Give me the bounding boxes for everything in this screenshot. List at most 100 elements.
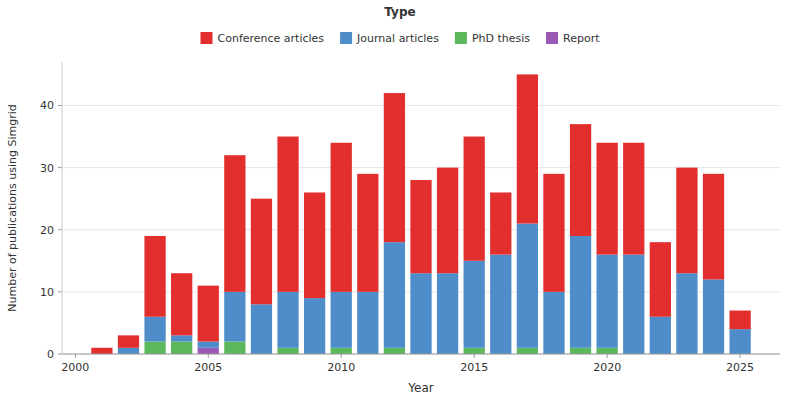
y-tick-label: 0: [47, 348, 54, 361]
grid-line: [62, 354, 780, 355]
bar-segment: [357, 292, 378, 354]
x-tick-label: 2025: [726, 361, 754, 374]
legend-swatch: [455, 32, 467, 44]
bar-segment: [410, 273, 431, 354]
bar-segment: [703, 279, 724, 354]
bar-segment: [144, 236, 165, 317]
bar-segment: [570, 348, 591, 354]
bar-segment: [384, 93, 405, 242]
bar-segment: [464, 137, 485, 261]
bar-segment: [224, 155, 245, 292]
y-tick: [58, 291, 62, 292]
bar-segment: [277, 348, 298, 354]
bar-segment: [384, 242, 405, 348]
y-tick: [58, 167, 62, 168]
bar-segment: [171, 273, 192, 335]
bar-segment: [410, 180, 431, 273]
bar-segment: [224, 292, 245, 342]
bar-segment: [198, 286, 219, 342]
bar-segment: [91, 348, 112, 354]
legend-swatch: [340, 32, 352, 44]
bar-segment: [490, 192, 511, 254]
legend-label: PhD thesis: [472, 32, 530, 45]
bar-segment: [464, 261, 485, 348]
bar-segment: [384, 348, 405, 354]
bar-segment: [623, 255, 644, 354]
bar-segment: [703, 174, 724, 280]
bar-segment: [517, 74, 538, 223]
grid-line: [62, 105, 780, 106]
legend-swatch: [201, 32, 213, 44]
bar-segment: [277, 137, 298, 292]
legend-label: Journal articles: [356, 32, 439, 45]
chart: 0 10 20 30 40 2000 2005 2010 2015 2020 2025 Year Num…: [0, 0, 800, 400]
x-tick: [341, 354, 342, 358]
bar-segment: [251, 199, 272, 305]
y-tick: [58, 105, 62, 106]
bar-segment: [304, 298, 325, 354]
y-tick-label: 40: [40, 99, 54, 112]
y-tick-label: 20: [40, 224, 54, 237]
bar-segment: [437, 168, 458, 274]
y-axis-line: [62, 62, 63, 354]
bar-segment: [331, 292, 352, 348]
bar-segment: [517, 224, 538, 348]
x-tick: [607, 354, 608, 358]
x-tick: [474, 354, 475, 358]
bar-segment: [171, 335, 192, 341]
y-tick-label: 10: [40, 286, 54, 299]
bar-segment: [729, 311, 750, 330]
legend-label: Report: [563, 32, 600, 45]
grid-line: [62, 167, 780, 168]
y-tick: [58, 354, 62, 355]
bar-segment: [623, 143, 644, 255]
bar-segment: [543, 174, 564, 292]
bar-segment: [144, 317, 165, 342]
bar-segment: [464, 348, 485, 354]
bar-segment: [198, 342, 219, 348]
x-tick-label: 2005: [194, 361, 222, 374]
axes: 200020052010201520202025YearNumber of pu…: [6, 62, 780, 395]
legend-swatch: [546, 32, 558, 44]
bar-segment: [224, 342, 245, 354]
bar-segment: [118, 335, 139, 347]
bar-segment: [729, 329, 750, 354]
bar-segment: [650, 242, 671, 317]
legend-title: Type: [384, 5, 415, 19]
bar-segment: [277, 292, 298, 348]
legend-item: Journal articles: [340, 32, 439, 45]
x-tick-label: 2010: [327, 361, 355, 374]
x-axis-line: [62, 354, 780, 355]
bar-segment: [517, 348, 538, 354]
y-tick-label: 30: [40, 162, 54, 175]
x-tick-label: 2000: [61, 361, 89, 374]
legend-label: Conference articles: [218, 32, 325, 45]
x-tick: [740, 354, 741, 358]
bar-segment: [570, 236, 591, 348]
y-tick: [58, 229, 62, 230]
x-tick: [208, 354, 209, 358]
bar-segment: [144, 342, 165, 354]
legend-item: Report: [546, 32, 600, 45]
bar-segment: [251, 304, 272, 354]
bar-segment: [304, 192, 325, 298]
y-axis-label: Number of publications using Simgrid: [6, 104, 19, 311]
bar-segment: [597, 143, 618, 255]
legend-item: PhD thesis: [455, 32, 530, 45]
bars: [91, 74, 750, 354]
bar-segment: [118, 348, 139, 354]
legend: Type Conference articles Journal articles P…: [201, 5, 601, 45]
grid: 0 10 20 30 40: [40, 99, 780, 361]
bar-segment: [570, 124, 591, 236]
bar-segment: [490, 255, 511, 354]
bar-segment: [198, 348, 219, 354]
x-tick-label: 2020: [593, 361, 621, 374]
x-tick-label: 2015: [460, 361, 488, 374]
bar-segment: [171, 342, 192, 354]
x-axis-label: Year: [407, 381, 433, 395]
bar-segment: [676, 168, 697, 274]
bar-segment: [331, 348, 352, 354]
bar-segment: [437, 273, 458, 354]
bar-segment: [650, 317, 671, 354]
bar-segment: [597, 348, 618, 354]
